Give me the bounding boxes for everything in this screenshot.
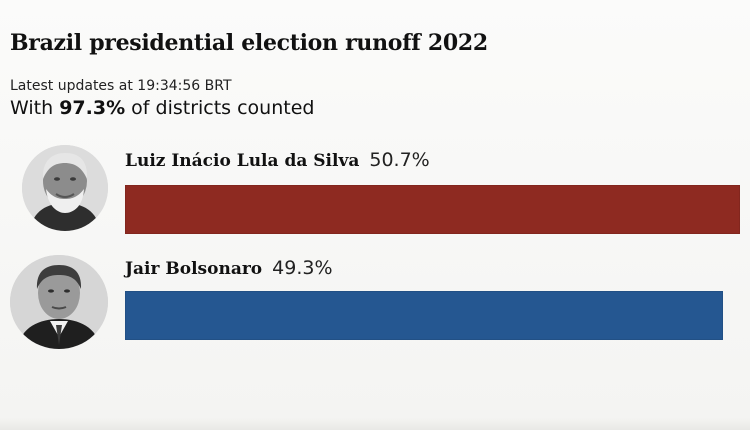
- vote-bar-lula: [125, 185, 740, 234]
- candidate-name: Jair Bolsonaro 49.3%: [125, 257, 333, 279]
- candidate-name-text: Luiz Inácio Lula da Silva: [125, 151, 360, 171]
- candidate-photo-lula: [22, 145, 108, 231]
- page-title: Brazil presidential election runoff 2022: [10, 30, 488, 56]
- counted-suffix: of districts counted: [125, 97, 315, 119]
- vote-bar-track: [125, 185, 740, 234]
- vote-bar-bolsonaro: [125, 291, 724, 340]
- last-updated-text: Latest updates at 19:34:56 BRT: [10, 78, 232, 94]
- candidate-name-text: Jair Bolsonaro: [125, 259, 263, 279]
- candidate-percent: 49.3%: [272, 257, 333, 279]
- candidate-percent: 50.7%: [369, 149, 430, 171]
- portrait-image: [10, 255, 108, 349]
- districts-counted-text: With 97.3% of districts counted: [10, 97, 314, 119]
- candidate-row-bolsonaro: Jair Bolsonaro 49.3%: [0, 250, 750, 360]
- vote-bar-track: [125, 291, 740, 340]
- counted-prefix: With: [10, 97, 60, 119]
- candidate-row-lula: Luiz Inácio Lula da Silva 50.7%: [0, 143, 750, 253]
- counted-percent: 97.3%: [59, 97, 126, 119]
- footer-divider: [0, 418, 750, 430]
- candidate-name: Luiz Inácio Lula da Silva 50.7%: [125, 149, 430, 171]
- candidate-photo-bolsonaro: [10, 255, 108, 349]
- portrait-image: [22, 145, 108, 231]
